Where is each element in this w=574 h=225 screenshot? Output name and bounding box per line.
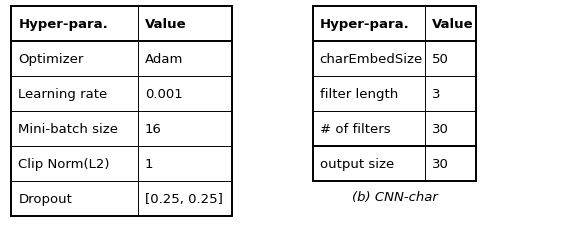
Text: Dropout: Dropout — [18, 192, 72, 205]
Text: Optimizer: Optimizer — [18, 53, 84, 65]
Text: Value: Value — [145, 18, 187, 31]
Text: (b) CNN-char: (b) CNN-char — [352, 190, 437, 203]
Text: 1: 1 — [145, 157, 153, 170]
Text: output size: output size — [320, 157, 394, 170]
Bar — [11, 7, 232, 216]
Text: # of filters: # of filters — [320, 122, 390, 135]
Text: charEmbedSize: charEmbedSize — [320, 53, 423, 65]
Text: 50: 50 — [432, 53, 448, 65]
Text: Mini-batch size: Mini-batch size — [18, 122, 118, 135]
Text: 16: 16 — [145, 122, 161, 135]
Text: 0.001: 0.001 — [145, 88, 183, 100]
Text: 30: 30 — [432, 157, 448, 170]
Text: Hyper-para.: Hyper-para. — [18, 18, 108, 31]
Text: Value: Value — [432, 18, 474, 31]
Text: Adam: Adam — [145, 53, 183, 65]
Text: Hyper-para.: Hyper-para. — [320, 18, 409, 31]
Text: filter length: filter length — [320, 88, 398, 100]
Text: Clip Norm(L2): Clip Norm(L2) — [18, 157, 110, 170]
Text: 3: 3 — [432, 88, 440, 100]
Text: [0.25, 0.25]: [0.25, 0.25] — [145, 192, 223, 205]
Text: 30: 30 — [432, 122, 448, 135]
Bar — [313, 7, 476, 181]
Text: Learning rate: Learning rate — [18, 88, 107, 100]
